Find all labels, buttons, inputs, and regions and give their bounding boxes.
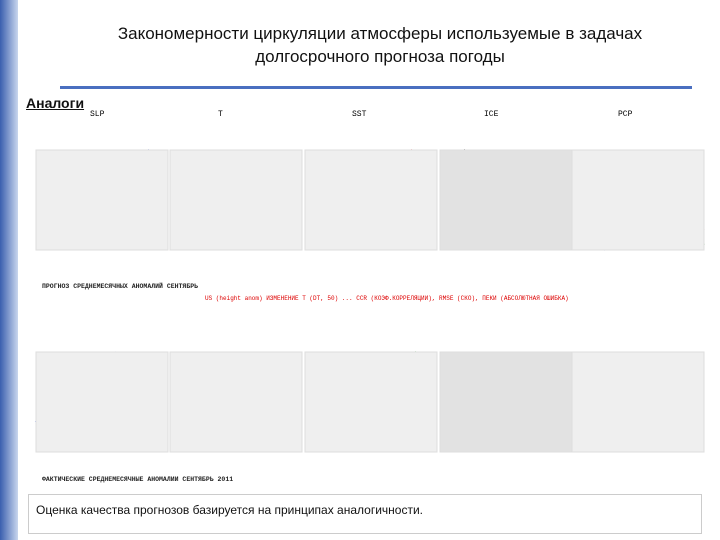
section-label: Аналоги [26, 95, 85, 111]
metrics-caption: US (height anom) ИЗМЕНЕНИЕ T (DT, 50) ..… [205, 295, 569, 302]
actual-caption: ФАКТИЧЕСКИЕ СРЕДНЕМЕСЯЧНЫЕ АНОМАЛИИ СЕНТ… [42, 476, 233, 483]
sidebar [0, 0, 18, 540]
footer-box [28, 494, 702, 534]
title-line: Закономерности циркуляции атмосферы испо… [117, 24, 643, 43]
title-line: долгосрочного прогноза погоды [255, 47, 505, 66]
column-label: PCP [618, 110, 633, 119]
map-panel [35, 149, 169, 251]
map-panel [169, 351, 303, 453]
map-panel [304, 351, 438, 453]
map-panel [35, 351, 169, 453]
slide-title: Закономерности циркуляции атмосферы испо… [40, 22, 720, 68]
map-panel [439, 149, 573, 251]
column-label: SST [352, 110, 367, 119]
map-panel [439, 351, 573, 453]
column-label: SLP [90, 110, 105, 119]
map-panel [169, 149, 303, 251]
map-panel [304, 149, 438, 251]
column-label: ICE [484, 110, 499, 119]
column-label: T [218, 110, 223, 119]
map-panel [571, 351, 705, 453]
title-rule [60, 86, 692, 89]
forecast-caption: ПРОГНОЗ СРЕДНЕМЕСЯЧНЫХ АНОМАЛИЙ СЕНТЯБРЬ [42, 282, 198, 290]
map-panel [571, 149, 705, 251]
footer-text: Оценка качества прогнозов базируется на … [36, 503, 424, 517]
